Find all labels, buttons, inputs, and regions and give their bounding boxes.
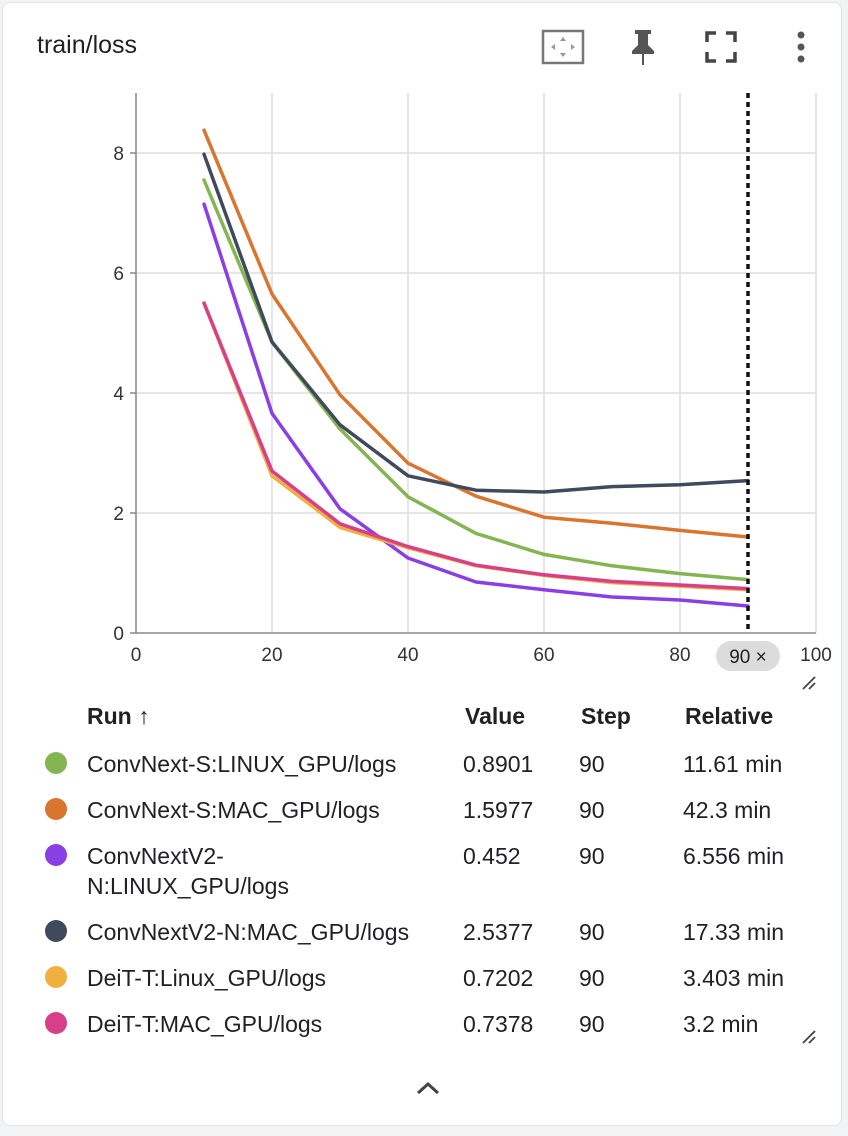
fit-domain-icon bbox=[541, 29, 585, 65]
series-line bbox=[202, 301, 750, 591]
series-line bbox=[202, 178, 750, 582]
run-relative: 17.33 min bbox=[683, 919, 785, 945]
col-relative-header[interactable]: Relative bbox=[685, 703, 774, 729]
run-relative: 42.3 min bbox=[683, 797, 772, 823]
run-step: 90 bbox=[579, 751, 605, 777]
x-tick-label: 40 bbox=[397, 645, 418, 666]
x-tick-label: 100 bbox=[800, 645, 832, 666]
run-step: 90 bbox=[579, 919, 605, 945]
chevron-up-icon bbox=[416, 1081, 440, 1095]
run-color-dot[interactable] bbox=[45, 798, 67, 820]
run-value: 0.7202 bbox=[463, 965, 534, 991]
run-name: ConvNextV2-N:MAC_GPU/logs bbox=[87, 919, 410, 945]
run-value: 0.452 bbox=[463, 843, 521, 869]
more-options-button[interactable] bbox=[779, 25, 823, 69]
hover-step-label: 90 × bbox=[729, 647, 767, 668]
run-step: 90 bbox=[579, 1011, 605, 1037]
series-line bbox=[202, 202, 750, 608]
col-run-header[interactable]: Run ↑ bbox=[87, 703, 150, 729]
series-line bbox=[202, 152, 750, 494]
x-tick-label: 20 bbox=[261, 645, 282, 666]
run-value: 0.8901 bbox=[463, 751, 534, 777]
fullscreen-icon bbox=[705, 31, 737, 63]
run-value: 2.5377 bbox=[463, 919, 534, 945]
y-tick-label: 8 bbox=[113, 144, 124, 165]
loss-chart[interactable]: 0 2 4 6 8 0 20 40 60 80 100 90 × bbox=[3, 83, 843, 693]
fit-domain-button[interactable] bbox=[541, 25, 585, 69]
x-tick-label: 80 bbox=[669, 645, 690, 666]
series-line bbox=[202, 128, 750, 539]
fullscreen-button[interactable] bbox=[699, 25, 743, 69]
x-tick-label: 60 bbox=[533, 645, 554, 666]
run-name: ConvNextV2-N:LINUX_GPU/logs bbox=[87, 843, 289, 899]
chart-series bbox=[202, 128, 750, 608]
hover-indicator: 90 × bbox=[716, 93, 780, 671]
hover-step-chip bbox=[716, 641, 780, 671]
resize-handle-icon[interactable] bbox=[799, 673, 819, 693]
pin-icon bbox=[632, 30, 654, 65]
col-step-header[interactable]: Step bbox=[581, 703, 631, 729]
run-value: 1.5977 bbox=[463, 797, 534, 823]
col-value-header[interactable]: Value bbox=[465, 703, 526, 729]
run-name: DeiT-T:MAC_GPU/logs bbox=[87, 1011, 323, 1037]
run-relative: 3.2 min bbox=[683, 1011, 759, 1037]
run-value: 0.7378 bbox=[463, 1011, 534, 1037]
run-name: ConvNext-S:LINUX_GPU/logs bbox=[87, 751, 397, 777]
run-step: 90 bbox=[579, 797, 605, 823]
pin-button[interactable] bbox=[621, 25, 665, 69]
run-color-dot[interactable] bbox=[45, 1012, 67, 1034]
collapse-button[interactable] bbox=[413, 1073, 443, 1103]
run-relative: 11.61 min bbox=[683, 751, 783, 777]
y-axis-ticks: 0 2 4 6 8 bbox=[113, 144, 136, 645]
run-relative: 6.556 min bbox=[683, 843, 785, 869]
run-color-dot[interactable] bbox=[45, 920, 67, 942]
y-tick-label: 2 bbox=[113, 504, 124, 525]
run-color-dot[interactable] bbox=[45, 966, 67, 988]
run-name: ConvNext-S:MAC_GPU/logs bbox=[87, 797, 380, 823]
y-tick-label: 4 bbox=[113, 384, 124, 405]
run-step: 90 bbox=[579, 965, 605, 991]
run-name: DeiT-T:Linux_GPU/logs bbox=[87, 965, 327, 991]
y-tick-label: 6 bbox=[113, 264, 124, 285]
x-tick-label: 0 bbox=[131, 645, 142, 666]
resize-handle-icon[interactable] bbox=[799, 1027, 819, 1047]
more-vert-icon bbox=[797, 31, 805, 63]
run-relative: 3.403 min bbox=[683, 965, 785, 991]
y-tick-label: 0 bbox=[113, 624, 124, 645]
series-line bbox=[202, 301, 750, 592]
run-step: 90 bbox=[579, 843, 605, 869]
run-color-dot[interactable] bbox=[45, 844, 67, 866]
chart-grid bbox=[135, 93, 817, 634]
card-title: train/loss bbox=[37, 31, 138, 59]
x-axis-ticks: 0 20 40 60 80 100 bbox=[131, 645, 832, 666]
run-color-dot[interactable] bbox=[45, 752, 67, 774]
